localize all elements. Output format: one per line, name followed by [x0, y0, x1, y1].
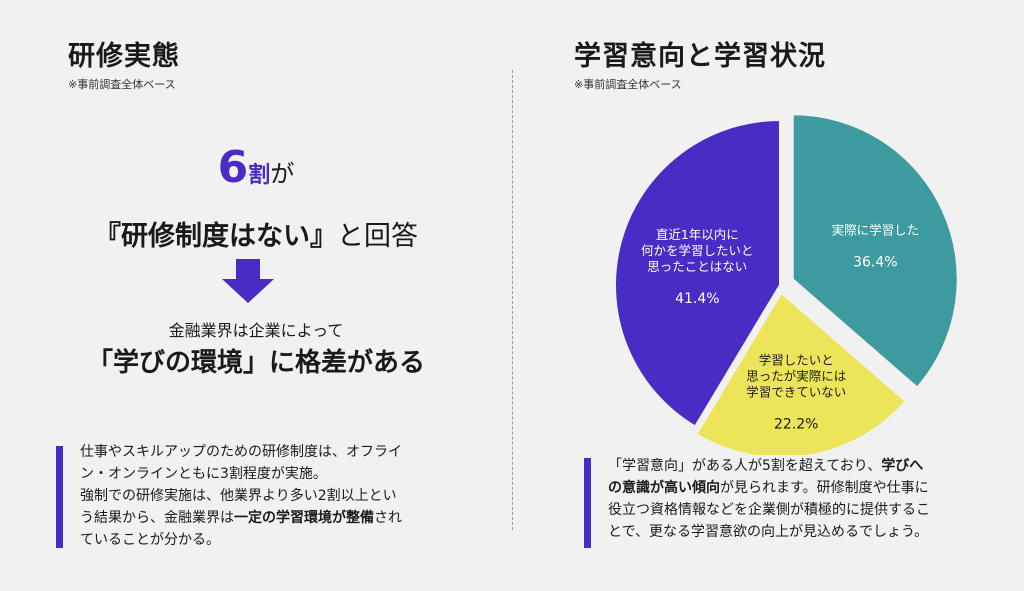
sub-caption: 金融業界は企業によって	[168, 321, 344, 340]
left-para-line: ン・オンラインともに3割程度が実施。	[80, 466, 327, 482]
right-accent-bar	[584, 458, 591, 548]
left-para-line: う結果から、金融業界は一定の学習環境が整備され	[80, 510, 402, 526]
pie-slice-label: 思ったことはない	[647, 259, 747, 274]
pie-slice-label: 思ったが実際には	[746, 368, 846, 383]
left-paragraph: 仕事やスキルアップのための研修制度は、オフライ ン・オンラインともに3割程度が実…	[80, 441, 402, 551]
right-para-line: 役立つ資格情報などを企業側が積極的に提供するこ	[608, 502, 930, 518]
pie-slice-label: 学習できていない	[746, 384, 846, 399]
pie-slice-label: 何かを学習したいと	[641, 243, 754, 258]
left-section-note: ※事前調査全体ベース	[68, 78, 176, 91]
pie-slice	[694, 291, 908, 455]
big-stat: 6割が	[0, 142, 512, 193]
down-arrow-icon	[222, 259, 274, 303]
section-divider	[512, 70, 513, 530]
right-para-line: の意識が高い傾向が見られます。研修制度や仕事に	[608, 480, 929, 496]
pie-slice	[614, 118, 781, 428]
big-stat-suffix: が	[270, 160, 295, 188]
pie-slice	[791, 113, 959, 389]
quote-main: 『研修制度はない』	[94, 221, 337, 252]
pie-slice-label: 学習したいと	[759, 352, 834, 367]
pie-slice-value: 36.4%	[853, 255, 897, 271]
right-para-line: 「学習意向」がある人が5割を超えており、学びへ	[608, 458, 924, 474]
emphasis-text: 一定の学習環境が整備	[234, 510, 374, 526]
right-paragraph: 「学習意向」がある人が5割を超えており、学びへ の意識が高い傾向が見られます。研…	[608, 455, 930, 543]
right-para-line: とで、更なる学習意欲の向上が見込めるでしょう。	[608, 524, 929, 540]
big-stat-number: 6	[217, 142, 249, 193]
left-para-line: 仕事やスキルアップのための研修制度は、オフライ	[80, 444, 402, 460]
left-para-line: ていることが分かる。	[80, 532, 220, 548]
pie-slice-value: 41.4%	[675, 291, 719, 307]
pie-slice-label: 実際に学習した	[832, 223, 920, 238]
left-accent-bar	[56, 446, 63, 548]
right-section-title: 学習意向と学習状況	[574, 41, 826, 72]
big-stat-unit: 割	[248, 163, 271, 188]
pie-slice-label: 直近1年以内に	[656, 227, 739, 242]
pie-slice-value: 22.2%	[774, 416, 818, 432]
quote-suffix: と回答	[337, 221, 418, 252]
right-section-note: ※事前調査全体ベース	[574, 78, 682, 91]
left-para-line: 強制での研修実施は、他業界より多い2割以上とい	[80, 488, 397, 504]
left-section-title: 研修実態	[68, 41, 180, 72]
emphasis-text: の意識が高い傾向	[608, 480, 720, 496]
emphasis-text: 学びへ	[881, 458, 924, 474]
quote-line: 『研修制度はない』と回答	[0, 214, 512, 253]
headline: 「学びの環境」に格差がある	[86, 348, 425, 378]
